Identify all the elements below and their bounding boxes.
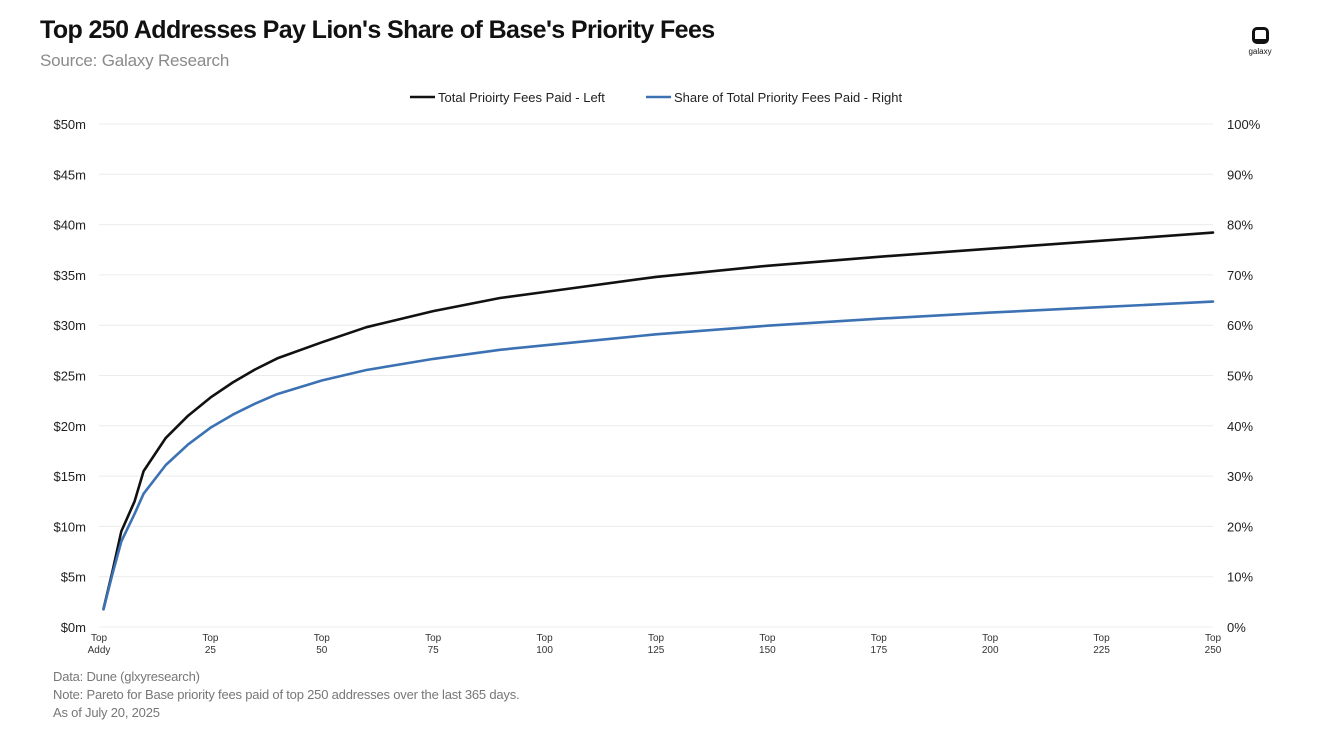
footer-note: Note: Pareto for Base priority fees paid… bbox=[53, 687, 520, 702]
y-right-tick-label: 90% bbox=[1227, 167, 1253, 182]
y-right-tick-label: 50% bbox=[1227, 369, 1253, 384]
y-left-tick-label: $15m bbox=[53, 469, 86, 484]
y-right-tick-label: 100% bbox=[1227, 117, 1261, 132]
y-right-tick-label: 20% bbox=[1227, 519, 1253, 534]
x-tick-label: Top bbox=[425, 633, 442, 644]
x-tick-label: 175 bbox=[870, 645, 887, 656]
y-left-tick-label: $45m bbox=[53, 167, 86, 182]
footer-as-of: As of July 20, 2025 bbox=[53, 705, 160, 720]
x-tick-label: Addy bbox=[88, 645, 111, 656]
x-tick-label: 50 bbox=[316, 645, 328, 656]
y-left-tick-label: $0m bbox=[61, 620, 86, 635]
y-right-tick-label: 10% bbox=[1227, 570, 1253, 585]
x-tick-label: 250 bbox=[1205, 645, 1222, 656]
x-tick-label: Top bbox=[314, 633, 331, 644]
x-tick-label: Top bbox=[759, 633, 776, 644]
series-line-1 bbox=[102, 231, 1215, 611]
y-right-tick-label: 40% bbox=[1227, 419, 1253, 434]
legend-label-1: Total Prioirty Fees Paid - Left bbox=[438, 90, 605, 105]
y-left-tick-label: $10m bbox=[53, 519, 86, 534]
series-line-2 bbox=[102, 300, 1215, 611]
y-left-tick-label: $30m bbox=[53, 318, 86, 333]
y-right-tick-label: 0% bbox=[1227, 620, 1246, 635]
x-tick-label: 100 bbox=[536, 645, 553, 656]
y-right-tick-label: 70% bbox=[1227, 268, 1253, 283]
y-left-tick-label: $20m bbox=[53, 419, 86, 434]
x-tick-label: Top bbox=[1205, 633, 1222, 644]
galaxy-logo-text: galaxy bbox=[1248, 47, 1272, 56]
y-right-tick-label: 80% bbox=[1227, 218, 1253, 233]
x-tick-label: 225 bbox=[1093, 645, 1110, 656]
x-tick-label: Top bbox=[648, 633, 665, 644]
galaxy-logo-icon bbox=[1251, 27, 1269, 44]
chart-subtitle: Source: Galaxy Research bbox=[40, 51, 230, 70]
x-tick-label: Top bbox=[91, 633, 108, 644]
x-tick-label: 25 bbox=[205, 645, 217, 656]
x-tick-label: Top bbox=[537, 633, 554, 644]
x-tick-label: 75 bbox=[428, 645, 440, 656]
chart-footer: Data: Dune (glxyresearch) Note: Pareto f… bbox=[53, 668, 520, 722]
y-right-tick-label: 60% bbox=[1227, 318, 1253, 333]
x-tick-label: 200 bbox=[982, 645, 999, 656]
x-tick-label: 150 bbox=[759, 645, 776, 656]
x-tick-label: Top bbox=[982, 633, 999, 644]
x-tick-label: Top bbox=[1094, 633, 1111, 644]
y-left-tick-label: $25m bbox=[53, 369, 86, 384]
y-left-tick-label: $5m bbox=[61, 570, 86, 585]
y-right-tick-label: 30% bbox=[1227, 469, 1253, 484]
chart-title: Top 250 Addresses Pay Lion's Share of Ba… bbox=[40, 16, 715, 44]
y-left-tick-label: $50m bbox=[53, 117, 86, 132]
galaxy-logo: galaxy bbox=[1244, 27, 1276, 56]
footer-data-source: Data: Dune (glxyresearch) bbox=[53, 669, 200, 684]
y-left-tick-label: $35m bbox=[53, 268, 86, 283]
x-tick-label: Top bbox=[871, 633, 888, 644]
x-tick-label: Top bbox=[202, 633, 219, 644]
x-tick-label: 125 bbox=[648, 645, 665, 656]
y-left-tick-label: $40m bbox=[53, 218, 86, 233]
legend-label-2: Share of Total Priority Fees Paid - Righ… bbox=[674, 90, 902, 105]
